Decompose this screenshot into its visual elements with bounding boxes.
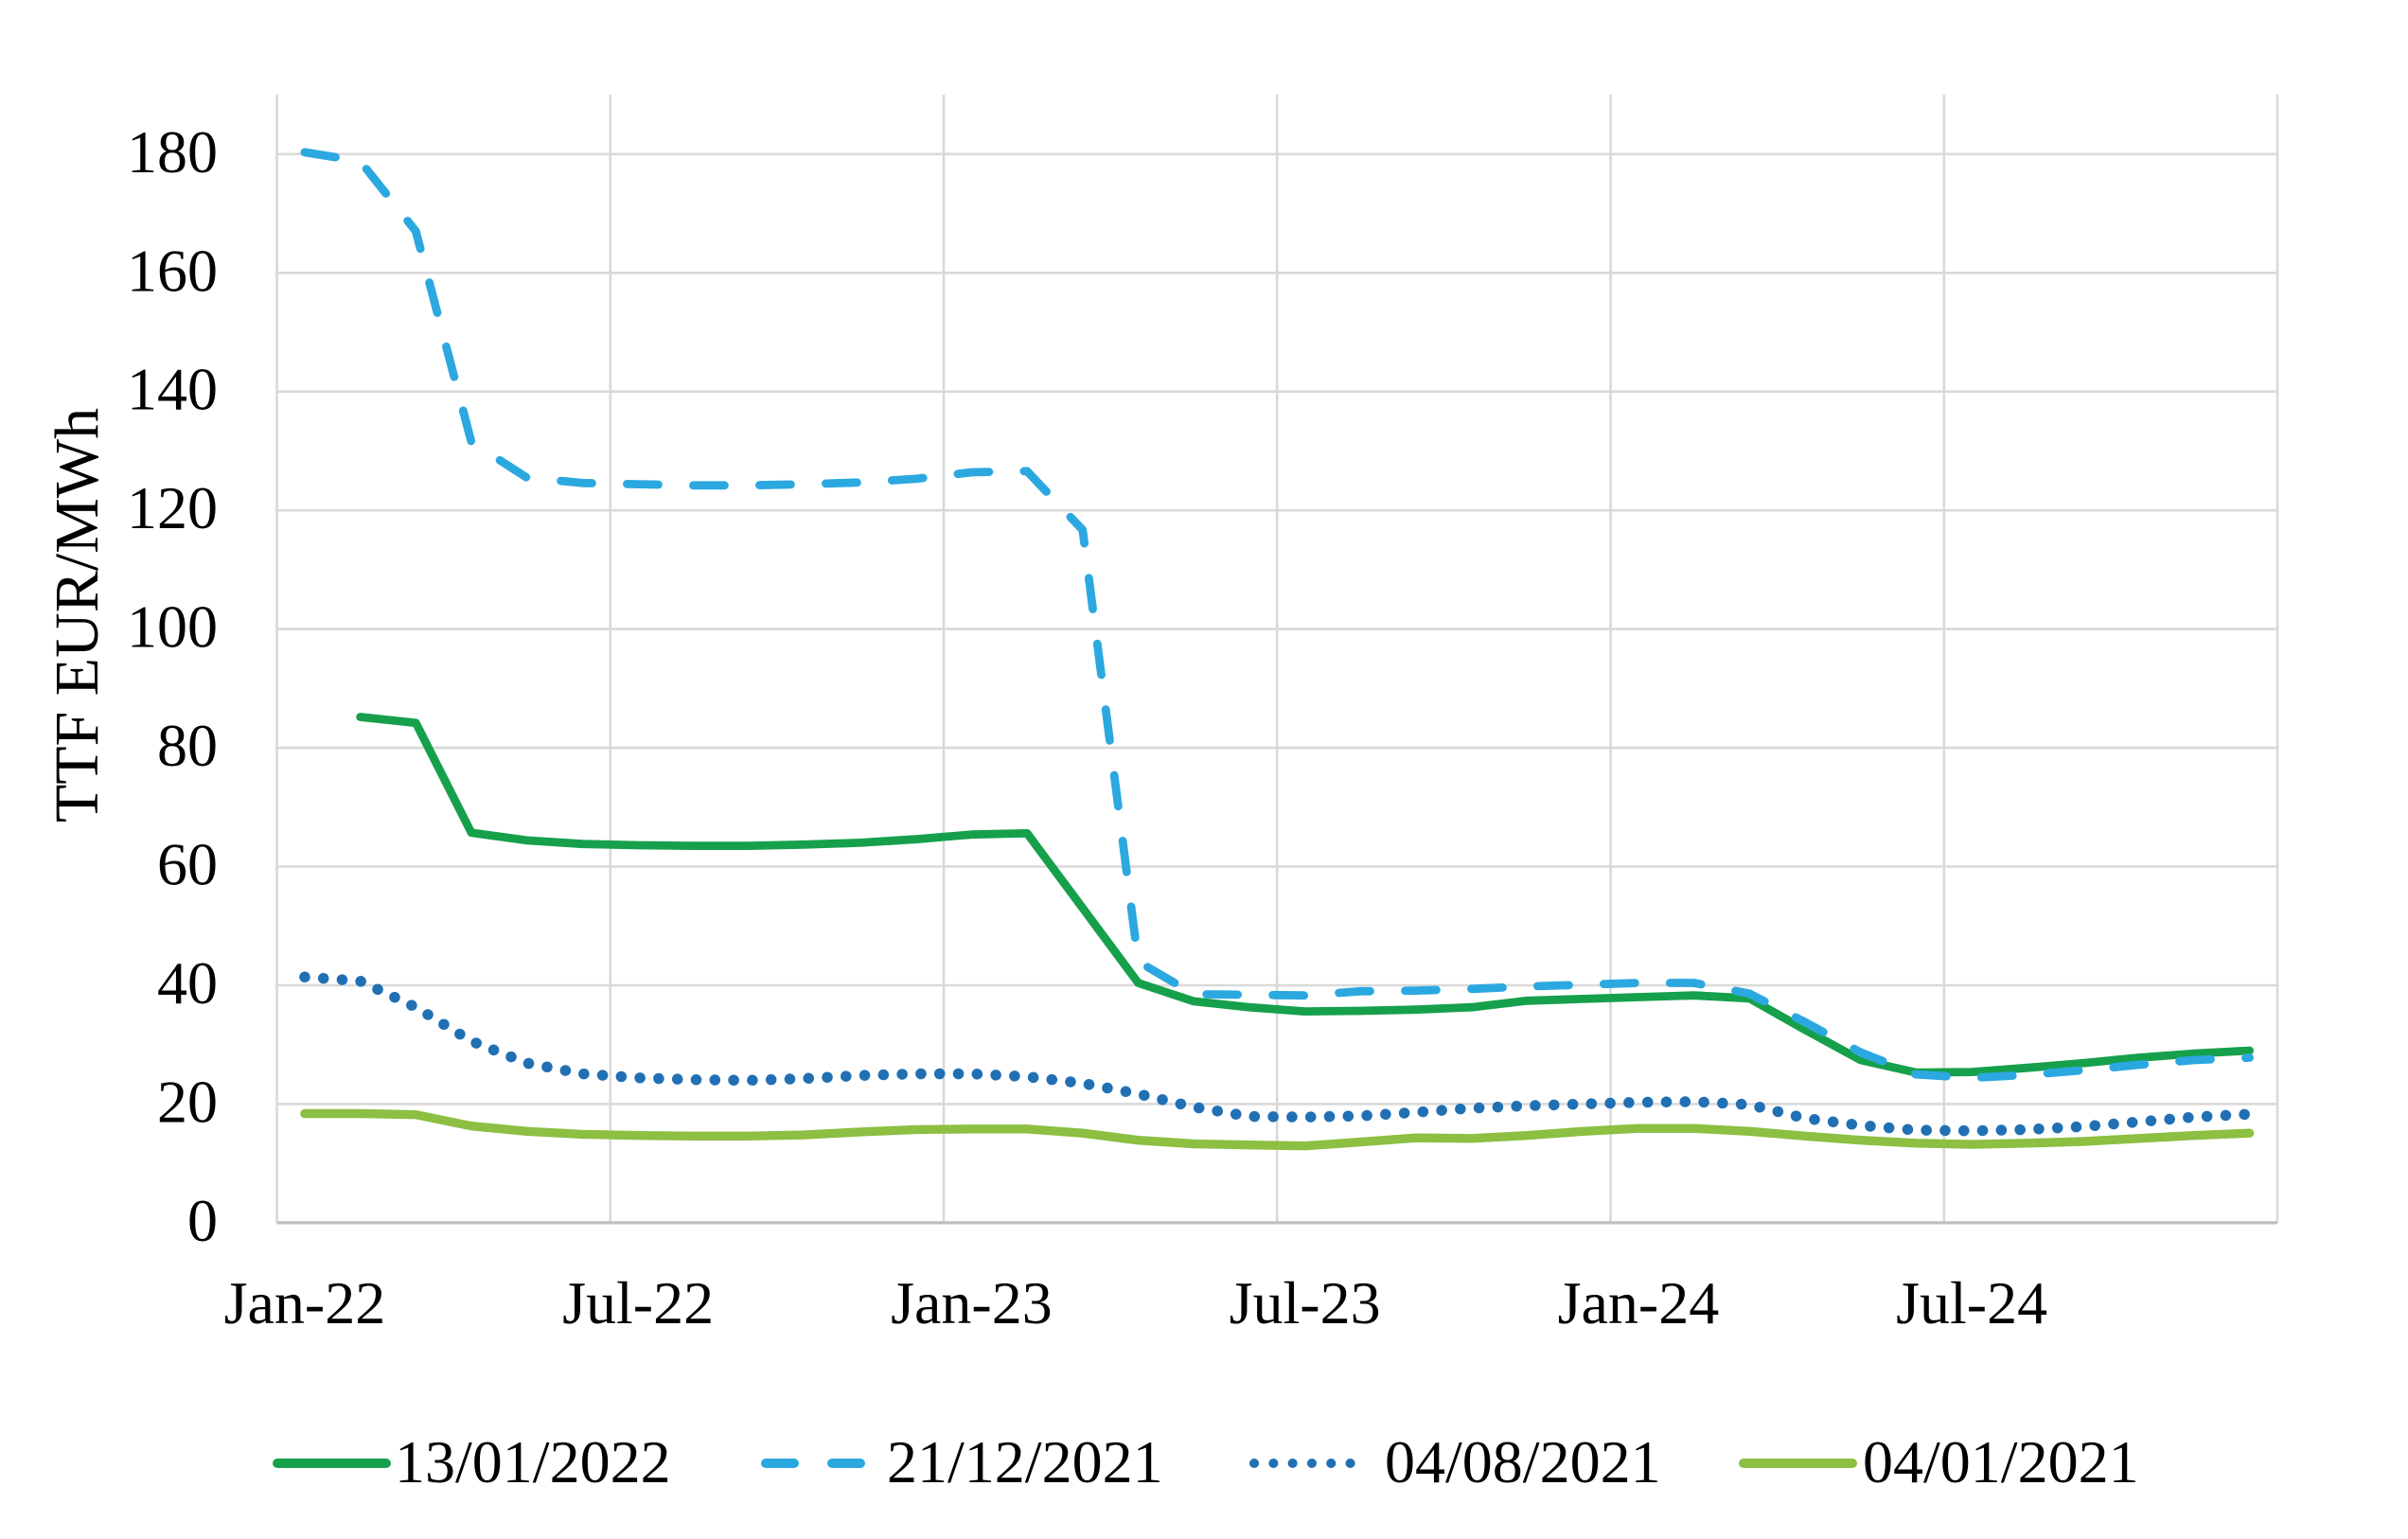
svg-text:TTF EUR/MWh: TTF EUR/MWh [43, 408, 112, 823]
svg-text:160: 160 [127, 237, 218, 304]
svg-text:21/12/2021: 21/12/2021 [887, 1428, 1163, 1495]
svg-text:180: 180 [127, 118, 218, 186]
svg-text:40: 40 [157, 949, 218, 1017]
svg-text:Jan-23: Jan-23 [891, 1269, 1053, 1336]
svg-text:0: 0 [187, 1187, 218, 1254]
svg-text:80: 80 [157, 712, 218, 779]
svg-text:04/01/2021: 04/01/2021 [1863, 1428, 2139, 1495]
svg-text:13/01/2022: 13/01/2022 [395, 1428, 671, 1495]
svg-text:100: 100 [127, 593, 218, 661]
svg-text:Jul-22: Jul-22 [562, 1269, 714, 1336]
svg-text:140: 140 [127, 356, 218, 423]
svg-text:Jan-22: Jan-22 [224, 1269, 386, 1336]
svg-text:Jul-24: Jul-24 [1896, 1269, 2047, 1336]
svg-text:60: 60 [157, 831, 218, 898]
svg-text:04/08/2021: 04/08/2021 [1385, 1428, 1661, 1495]
svg-text:Jan-24: Jan-24 [1558, 1269, 1720, 1336]
svg-text:20: 20 [157, 1068, 218, 1135]
svg-text:120: 120 [127, 474, 218, 541]
svg-text:Jul-23: Jul-23 [1230, 1269, 1381, 1336]
